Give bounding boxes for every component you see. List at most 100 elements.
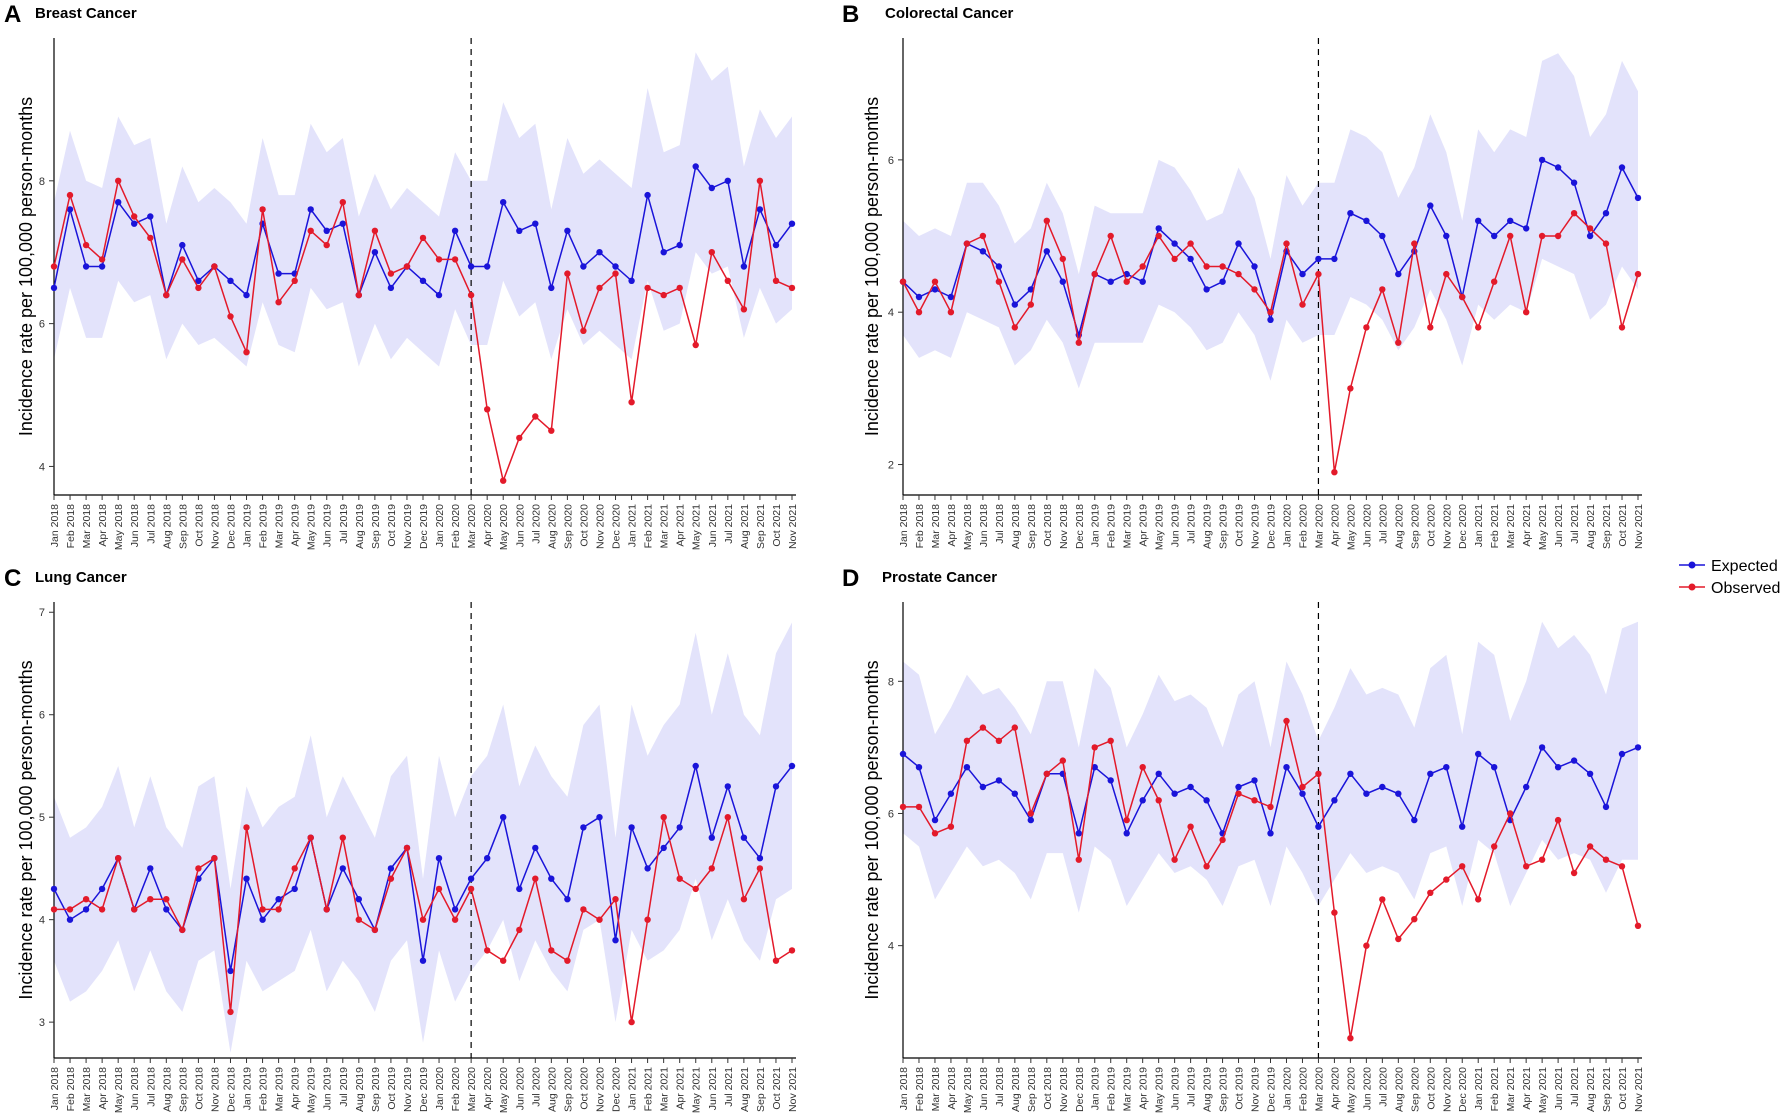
- observed-point: [243, 349, 250, 356]
- x-tick-label: Feb 2021: [1489, 1067, 1501, 1112]
- observed-point: [596, 284, 603, 292]
- x-tick-label: Nov 2021: [1633, 504, 1645, 549]
- x-tick-label: May 2020: [498, 1067, 510, 1113]
- expected-point: [50, 284, 58, 292]
- observed-point: [1187, 240, 1194, 247]
- y-tick-label: 5: [39, 812, 45, 824]
- expected-point: [1395, 790, 1402, 797]
- expected-point: [1267, 316, 1274, 323]
- observed-point: [1331, 909, 1338, 916]
- observed-point: [1235, 790, 1242, 797]
- observed-point: [532, 413, 539, 420]
- y-tick-label: 7: [39, 607, 45, 619]
- observed-point: [1267, 309, 1274, 316]
- observed-point: [291, 865, 298, 872]
- expected-point: [1363, 790, 1370, 797]
- observed-point: [724, 277, 731, 284]
- expected-point: [82, 263, 90, 270]
- observed-point: [915, 309, 923, 316]
- expected-point: [1187, 783, 1194, 791]
- observed-point: [259, 906, 266, 913]
- expected-point: [1251, 263, 1258, 270]
- x-tick-label: Jan 2021: [627, 504, 639, 547]
- x-tick-label: Feb 2018: [65, 504, 77, 549]
- x-tick-label: Apr 2021: [675, 504, 687, 547]
- x-tick-label: Mar 2020: [466, 504, 478, 549]
- observed-point: [740, 896, 748, 903]
- observed-point: [1538, 856, 1546, 863]
- x-tick-label: Apr 2021: [1521, 504, 1533, 547]
- y-tick-label: 3: [39, 1017, 45, 1029]
- observed-point: [676, 284, 683, 292]
- expected-point: [419, 957, 427, 964]
- expected-point: [1618, 164, 1626, 171]
- expected-point: [179, 241, 186, 249]
- observed-point: [692, 885, 699, 893]
- expected-point: [291, 885, 298, 893]
- expected-point: [98, 885, 106, 893]
- x-tick-label: Mar 2018: [930, 504, 942, 549]
- x-tick-label: Jan 2018: [49, 1067, 61, 1110]
- observed-point: [995, 737, 1003, 744]
- x-tick-label: Aug 2019: [354, 1067, 366, 1112]
- observed-point: [1219, 836, 1226, 844]
- x-tick-label: Jul 2020: [1377, 1067, 1389, 1107]
- x-tick-label: Sep 2020: [1409, 1067, 1421, 1112]
- x-tick-label: Mar 2021: [1505, 1067, 1517, 1112]
- legend: Expected Observed: [1679, 558, 1780, 597]
- x-tick-label: Oct 2019: [386, 504, 398, 547]
- observed-point: [1123, 816, 1130, 824]
- expected-point: [195, 277, 202, 284]
- observed-point: [1379, 286, 1386, 293]
- observed-point: [1235, 270, 1242, 278]
- expected-point: [1363, 217, 1370, 224]
- observed-point: [756, 177, 764, 184]
- x-tick-label: Jun 2020: [514, 504, 526, 547]
- observed-point: [291, 277, 298, 284]
- expected-point: [1586, 770, 1594, 777]
- observed-point: [548, 947, 555, 954]
- x-tick-label: Oct 2019: [1234, 504, 1246, 547]
- observed-point: [243, 824, 250, 831]
- expected-point: [1570, 757, 1578, 764]
- expected-point: [500, 199, 507, 206]
- expected-point: [1171, 240, 1178, 247]
- x-tick-label: Dec 2020: [611, 504, 623, 549]
- x-tick-label: Jun 2020: [1361, 1067, 1373, 1110]
- expected-point: [1299, 270, 1306, 278]
- expected-point: [50, 885, 58, 893]
- x-tick-label: Aug 2020: [1393, 504, 1405, 549]
- y-tick-label: 6: [39, 710, 45, 722]
- observed-point: [1491, 843, 1498, 850]
- observed-point: [179, 926, 186, 934]
- observed-point: [1091, 270, 1098, 278]
- expected-point: [1075, 830, 1083, 837]
- expected-point: [1491, 764, 1498, 771]
- observed-point: [1586, 843, 1594, 850]
- expected-point: [355, 896, 362, 903]
- y-tick-label: 6: [888, 155, 894, 167]
- x-tick-label: Jul 2021: [1569, 504, 1581, 544]
- observed-point: [50, 263, 58, 270]
- expected-point: [1235, 783, 1242, 791]
- expected-point: [1155, 225, 1162, 232]
- expected-point: [548, 284, 555, 292]
- x-tick-label: Oct 2020: [1425, 1067, 1437, 1110]
- x-tick-label: Feb 2020: [450, 1067, 462, 1112]
- expected-point: [1027, 816, 1035, 824]
- x-tick-label: Nov 2020: [594, 1067, 606, 1112]
- x-tick-label: Jun 2018: [129, 504, 141, 547]
- y-tick-label: 4: [888, 941, 894, 953]
- observed-point: [451, 256, 459, 263]
- observed-point: [564, 957, 571, 964]
- x-tick-label: Jun 2021: [707, 1067, 719, 1110]
- x-tick-label: Feb 2021: [643, 504, 655, 549]
- x-tick-label: Oct 2018: [193, 1067, 205, 1110]
- x-tick-label: May 2021: [691, 504, 703, 550]
- expected-point: [1011, 301, 1018, 308]
- x-tick-label: Dec 2019: [418, 504, 430, 549]
- expected-point: [532, 844, 539, 852]
- expected-point: [275, 270, 282, 277]
- observed-point: [963, 737, 971, 744]
- expected-point: [724, 783, 731, 790]
